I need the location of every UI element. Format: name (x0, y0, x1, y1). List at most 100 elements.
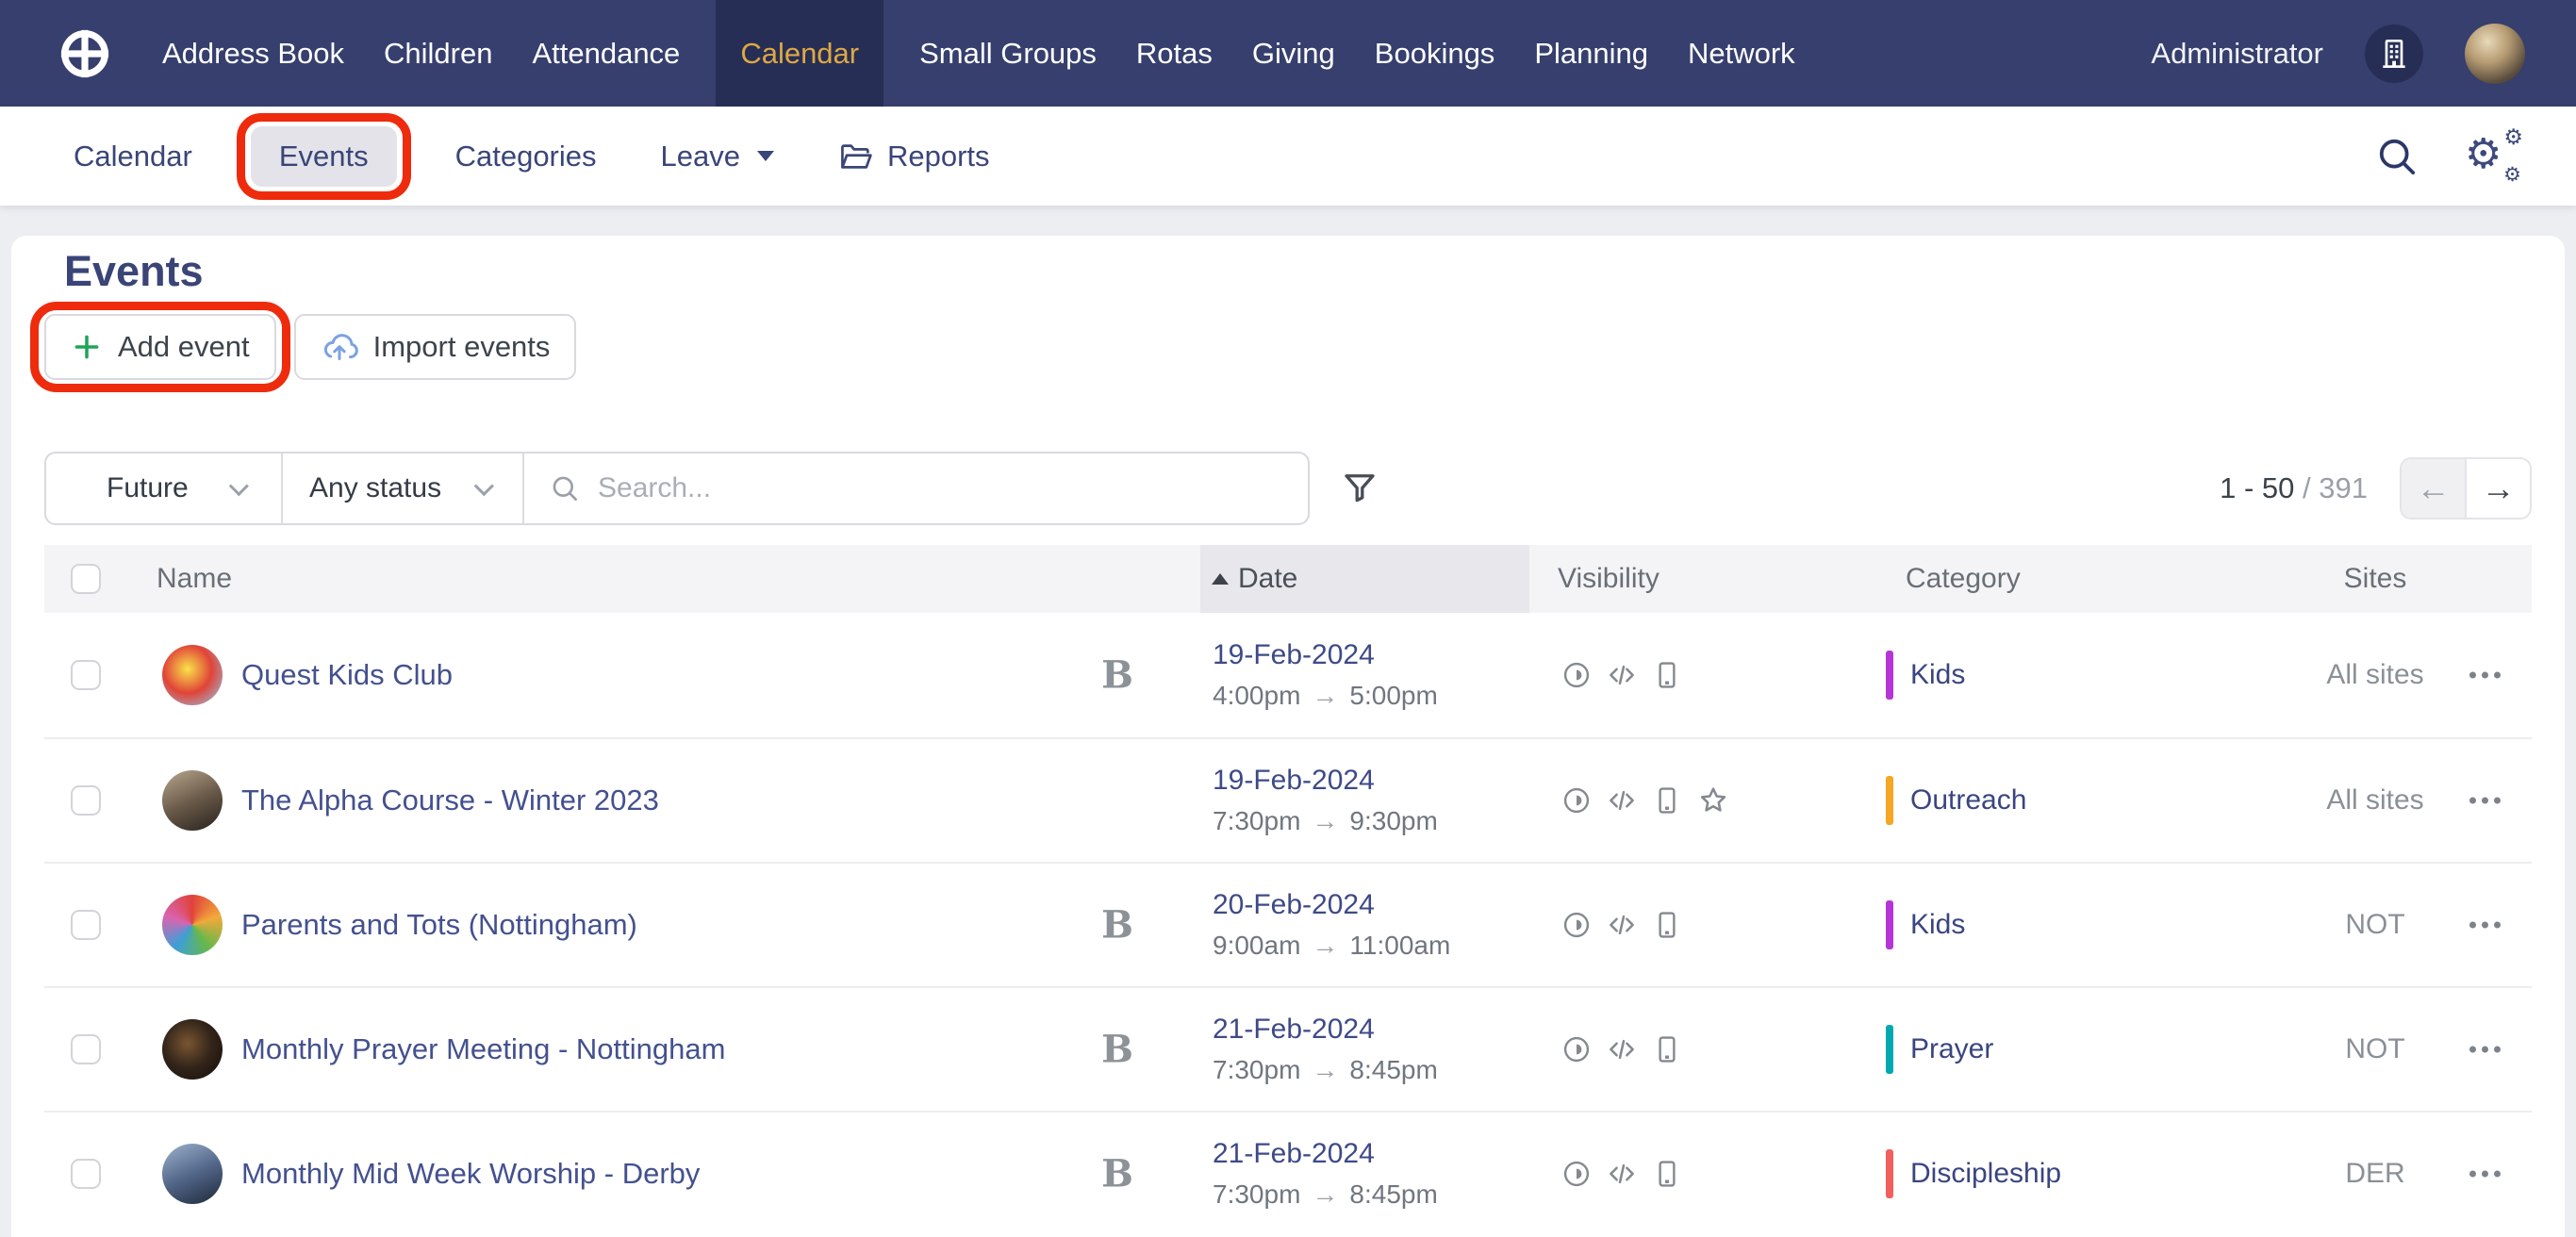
arrow-right-icon: → (1312, 1179, 1338, 1210)
period-filter-select[interactable]: Future (46, 454, 281, 523)
search-button[interactable] (2374, 134, 2419, 179)
ellipsis-icon (2482, 922, 2488, 929)
visibility-icons (1560, 659, 1683, 691)
module-menu-item[interactable]: Planning (1530, 0, 1652, 107)
pagination-total: 391 (2319, 471, 2368, 504)
sub-nav-item[interactable]: Categories (450, 126, 603, 187)
sub-nav-item[interactable]: Reports (833, 125, 996, 188)
column-header-sites[interactable]: Sites (2260, 563, 2490, 595)
date-header-label: Date (1238, 563, 1297, 595)
add-event-label: Add event (118, 330, 250, 364)
import-events-button[interactable]: Import events (294, 314, 577, 380)
organisation-button[interactable] (2365, 25, 2423, 83)
category-label[interactable]: Outreach (1910, 784, 2026, 816)
page-title: Events (64, 247, 204, 296)
ellipsis-icon (2469, 1171, 2476, 1178)
module-menu-item[interactable]: Small Groups (916, 0, 1100, 107)
mobile-app-icon (1651, 659, 1683, 691)
column-header-date[interactable]: Date (1212, 563, 1297, 595)
search-input[interactable] (598, 472, 1164, 504)
category-label[interactable]: Kids (1910, 659, 1965, 691)
column-header-name[interactable]: Name (157, 563, 232, 595)
advanced-filter-button[interactable] (1340, 468, 1379, 507)
event-name-link[interactable]: Monthly Mid Week Worship - Derby (241, 1157, 700, 1191)
sub-nav-item[interactable]: Events (251, 126, 397, 187)
event-date[interactable]: 21-Feb-2024 (1213, 1014, 1375, 1045)
event-date-cell: 20-Feb-2024 9:00am → 11:00am (1213, 889, 1450, 961)
add-event-button[interactable]: Add event (44, 314, 276, 380)
module-menu-item[interactable]: Children (380, 0, 496, 107)
table-row: Parents and Tots (Nottingham) B 20-Feb-2… (44, 862, 2532, 986)
event-date[interactable]: 20-Feb-2024 (1213, 889, 1375, 920)
module-menu-item[interactable]: Giving (1248, 0, 1339, 107)
ellipsis-icon (2482, 798, 2488, 804)
row-checkbox[interactable] (71, 910, 101, 940)
folder-open-icon (838, 139, 874, 174)
event-times: 7:30pm → 8:45pm (1213, 1179, 1438, 1210)
funnel-icon (1340, 468, 1379, 507)
module-menu-item[interactable]: Rotas (1132, 0, 1216, 107)
select-all-checkbox[interactable] (71, 564, 101, 594)
row-checkbox[interactable] (71, 660, 101, 690)
row-menu-button[interactable] (2458, 798, 2511, 804)
category-label[interactable]: Prayer (1910, 1033, 1993, 1065)
category-color-bar (1886, 1149, 1893, 1198)
module-menu-item[interactable]: Attendance (528, 0, 684, 107)
sub-nav-item[interactable]: Calendar (68, 126, 198, 187)
churchsuite-logo[interactable] (55, 0, 115, 107)
row-checkbox[interactable] (71, 1159, 101, 1189)
ellipsis-icon (2494, 798, 2501, 804)
visible-eye-icon (1560, 1158, 1593, 1190)
previous-page-button[interactable]: ← (2402, 459, 2467, 518)
row-checkbox[interactable] (71, 785, 101, 816)
sites-cell: NOT (2260, 1033, 2490, 1065)
module-menu-item[interactable]: Network (1684, 0, 1799, 107)
embed-code-icon (1606, 1158, 1638, 1190)
event-name-link[interactable]: Quest Kids Club (241, 658, 453, 692)
category-label[interactable]: Discipleship (1910, 1158, 2061, 1190)
visible-eye-icon (1560, 784, 1593, 816)
row-checkbox[interactable] (71, 1034, 101, 1064)
row-menu-button[interactable] (2458, 672, 2511, 679)
event-avatar (162, 895, 223, 955)
category-cell: Kids (1886, 900, 1965, 949)
start-time: 7:30pm (1213, 806, 1300, 836)
featured-star-icon (1696, 783, 1730, 817)
event-name-link[interactable]: Parents and Tots (Nottingham) (241, 908, 637, 942)
event-date[interactable]: 19-Feb-2024 (1213, 639, 1375, 670)
module-menu-item[interactable]: Calendar (716, 0, 883, 107)
start-time: 9:00am (1213, 931, 1300, 961)
sub-nav-item[interactable]: Leave (655, 126, 780, 187)
status-filter-select[interactable]: Any status (281, 454, 522, 523)
module-menu-item[interactable]: Address Book (158, 0, 348, 107)
next-page-button[interactable]: → (2467, 459, 2530, 518)
chevron-down-icon (229, 476, 249, 496)
row-menu-button[interactable] (2458, 1047, 2511, 1053)
category-color-bar (1886, 1025, 1893, 1074)
module-menu-item[interactable]: Bookings (1371, 0, 1499, 107)
filter-group: Future Any status (44, 452, 1310, 525)
status-filter-value: Any status (309, 472, 441, 504)
table-row: Monthly Prayer Meeting - Nottingham B 21… (44, 986, 2532, 1111)
row-menu-button[interactable] (2458, 1171, 2511, 1178)
event-times: 7:30pm → 9:30pm (1213, 806, 1438, 836)
category-label[interactable]: Kids (1910, 909, 1965, 941)
event-date[interactable]: 19-Feb-2024 (1213, 765, 1375, 796)
event-name-link[interactable]: Monthly Prayer Meeting - Nottingham (241, 1032, 725, 1066)
visible-eye-icon (1560, 1033, 1593, 1065)
row-menu-button[interactable] (2458, 922, 2511, 929)
brand-badge: B (1089, 653, 1146, 698)
column-header-category[interactable]: Category (1906, 563, 2021, 595)
mobile-app-icon (1651, 784, 1683, 816)
column-header-visibility[interactable]: Visibility (1558, 563, 1660, 595)
event-avatar (162, 770, 223, 831)
event-date[interactable]: 21-Feb-2024 (1213, 1138, 1375, 1169)
search-icon (2374, 134, 2419, 179)
table-row: Monthly Mid Week Worship - Derby B 21-Fe… (44, 1111, 2532, 1235)
category-color-bar (1886, 776, 1893, 825)
embed-code-icon (1606, 784, 1638, 816)
event-avatar (162, 645, 223, 705)
settings-button[interactable]: ⚙ ⚙ ⚙ (2465, 128, 2523, 185)
user-avatar[interactable] (2465, 24, 2525, 84)
event-name-link[interactable]: The Alpha Course - Winter 2023 (241, 783, 659, 817)
